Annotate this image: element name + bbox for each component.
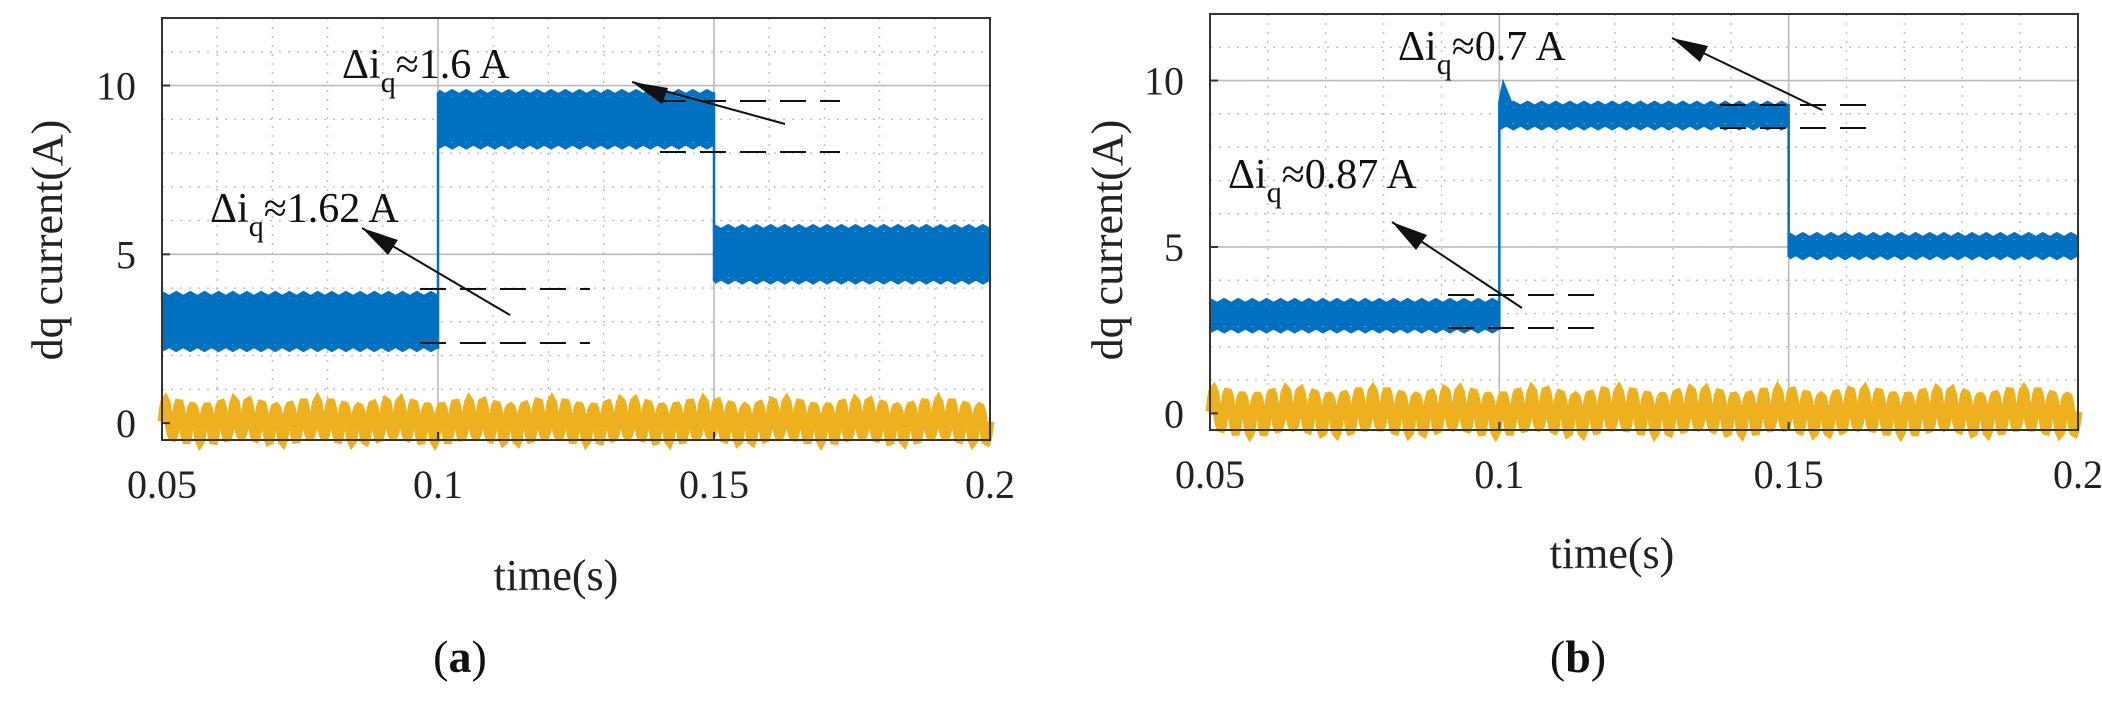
grid-dots-b bbox=[1209, 13, 2079, 430]
x-ticks-a: 0.05 0.1 0.15 0.2 bbox=[127, 432, 1015, 507]
arrowhead-top-b bbox=[1672, 38, 1708, 62]
series-iq-overshoot bbox=[1497, 78, 1513, 105]
series-iq-upper-edge bbox=[1787, 231, 2080, 243]
x-tick-label: 0.15 bbox=[1754, 452, 1824, 497]
series-iq-band bbox=[1210, 305, 1500, 327]
delta-markers-b bbox=[1391, 37, 1870, 329]
chart-panel-a: 0.05 0.1 0.15 0.2 0 5 10 Δiq≈1.6 A Δiq≈1.62 A… bbox=[23, 17, 1015, 682]
axes-frame-a bbox=[161, 17, 991, 441]
series-iq-lower-edge bbox=[1208, 322, 1501, 334]
y-tick-label: 5 bbox=[116, 232, 136, 277]
x-axis-label-a: time(s) bbox=[494, 551, 619, 600]
series-id-line bbox=[1205, 380, 2083, 443]
grid-b bbox=[1209, 14, 2079, 430]
annotation-left-b: Δiq≈0.87 A bbox=[1228, 152, 1417, 209]
x-tick-label: 0.2 bbox=[965, 462, 1015, 507]
x-axis-label-b: time(s) bbox=[1550, 529, 1675, 578]
y-tick-label: 5 bbox=[1164, 225, 1184, 270]
series-iq-band bbox=[714, 231, 990, 278]
y-ticks-b: 0 5 10 bbox=[1144, 59, 1218, 436]
series-iq-lower-edge bbox=[436, 138, 716, 150]
annotation-top-a: Δiq≈1.6 A bbox=[342, 42, 510, 99]
series-iq-upper-edge bbox=[1208, 297, 1501, 309]
plot-area-a bbox=[157, 88, 995, 452]
arrowhead-left-b bbox=[1392, 222, 1427, 250]
x-tick-label: 0.2 bbox=[2053, 452, 2102, 497]
y-tick-label: 0 bbox=[1164, 391, 1184, 436]
panel-caption-a: (a) bbox=[433, 631, 487, 682]
plot-area-b bbox=[1205, 78, 2083, 443]
panel-caption-b: (b) bbox=[1550, 631, 1606, 682]
x-tick-label: 0.05 bbox=[127, 462, 197, 507]
y-axis-label-b: dq current(A) bbox=[1083, 120, 1132, 361]
series-iq-band bbox=[1788, 239, 2078, 253]
x-tick-label: 0.1 bbox=[413, 462, 463, 507]
y-axis-label-a: dq current(A) bbox=[23, 120, 72, 361]
x-tick-label: 0.05 bbox=[1175, 452, 1245, 497]
y-ticks-a: 0 5 10 bbox=[96, 64, 170, 446]
x-tick-label: 0.15 bbox=[679, 462, 749, 507]
series-iq-band bbox=[1499, 107, 1789, 124]
series-id-line bbox=[157, 391, 995, 452]
chart-panel-b: 0.05 0.1 0.15 0.2 0 5 10 Δiq≈0.7 A Δiq≈0.87 A… bbox=[1083, 13, 2102, 682]
delta-markers-a bbox=[361, 81, 840, 344]
series-iq-upper-edge bbox=[712, 223, 992, 235]
series-iq-upper-edge bbox=[436, 88, 716, 100]
series-iq-upper-edge bbox=[160, 290, 440, 302]
series-iq-band bbox=[438, 96, 714, 143]
series-iq-lower-edge bbox=[160, 341, 440, 353]
annotation-top-b: Δiq≈0.7 A bbox=[1398, 24, 1566, 81]
annotation-left-a: Δiq≈1.62 A bbox=[210, 186, 399, 243]
axes-frame-b bbox=[1209, 13, 2079, 431]
y-tick-label: 10 bbox=[96, 64, 136, 109]
x-tick-label: 0.1 bbox=[1474, 452, 1524, 497]
series-iq-lower-edge bbox=[1787, 249, 2080, 261]
series-iq-lower-edge bbox=[712, 273, 992, 285]
series-iq-lower-edge bbox=[1497, 119, 1791, 131]
series-iq-band bbox=[162, 298, 438, 345]
y-tick-label: 10 bbox=[1144, 59, 1184, 104]
x-ticks-b: 0.05 0.1 0.15 0.2 bbox=[1175, 422, 2102, 497]
arrowhead-top-a bbox=[632, 82, 668, 104]
arrowhead-left-a bbox=[362, 228, 398, 255]
y-tick-label: 0 bbox=[116, 401, 136, 446]
